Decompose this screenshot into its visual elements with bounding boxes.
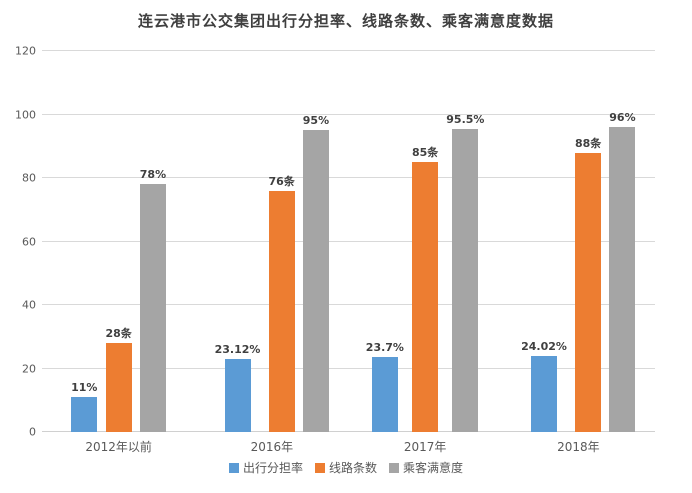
bar-value-label: 95.5% xyxy=(446,112,485,126)
y-tick-label-60: 60 xyxy=(22,235,36,248)
bar-出行分担率-2017年 xyxy=(371,356,398,432)
bar-col-线路条数-2018年: 88条 xyxy=(575,51,601,432)
legend-marker-icon xyxy=(228,462,239,473)
y-tick-label-80: 80 xyxy=(22,171,36,185)
gridline-20 xyxy=(42,367,655,369)
gridline-120 xyxy=(42,50,655,51)
bar-乘客满意度-2012年以前 xyxy=(139,184,166,432)
x-axis: 2012年以前 2016年 2017年 2018年 xyxy=(42,438,655,455)
bar-出行分担率-2012年以前 xyxy=(71,397,98,432)
bar-col-出行分担率-2017年: 23.7% xyxy=(366,51,404,432)
x-cat-label-2012年以前: 2012年以前 xyxy=(85,440,152,454)
y-tick-label-40: 40 xyxy=(22,298,36,312)
bar-乘客满意度-2016年 xyxy=(302,130,329,432)
bar-value-label: 76条 xyxy=(268,174,295,188)
bar-value-label: 23.12% xyxy=(214,342,261,356)
legend-item-线路条数: 线路条数 xyxy=(314,459,377,476)
bar-col-乘客满意度-2017年: 95.5% xyxy=(446,51,484,432)
legend-marker-icon xyxy=(314,462,325,473)
gridline-40 xyxy=(42,304,655,305)
bar-col-出行分担率-2012年以前: 11% xyxy=(71,51,97,432)
bar-group-2012年以前: 11% 28条 78% xyxy=(42,51,195,432)
legend-label: 出行分担率 xyxy=(242,461,303,475)
legend-label: 乘客满意度 xyxy=(403,461,464,475)
legend-item-出行分担率: 出行分担率 xyxy=(228,459,303,476)
bar-出行分担率-2018年 xyxy=(531,355,558,432)
y-tick-label-120: 120 xyxy=(15,44,36,58)
y-tick-label-20: 20 xyxy=(22,362,36,375)
bar-group-2016年: 23.12% 76条 95% xyxy=(195,51,348,432)
legend-item-乘客满意度: 乘客满意度 xyxy=(389,459,463,476)
bar-col-乘客满意度-2012年以前: 78% xyxy=(140,51,166,432)
bar-value-label: 24.02% xyxy=(521,339,567,353)
y-tick-label-100: 100 xyxy=(15,108,36,121)
bar-value-label: 28条 xyxy=(105,327,132,341)
bar-value-label: 88条 xyxy=(574,136,602,150)
legend-label: 线路条数 xyxy=(328,461,377,475)
bar-value-label: 78% xyxy=(139,168,167,182)
x-cat-label-2017年: 2017年 xyxy=(403,440,447,454)
y-tick-label-0: 0 xyxy=(29,425,36,439)
bar-group-2017年: 23.7% 85条 95.5% xyxy=(349,51,502,432)
bar-线路条数-2016年 xyxy=(268,190,295,432)
bar-group-2018年: 24.02% 88条 96% xyxy=(502,51,655,432)
x-cat-label-2016年: 2016年 xyxy=(250,440,294,454)
bar-乘客满意度-2018年 xyxy=(609,127,636,432)
bar-col-线路条数-2016年: 76条 xyxy=(268,51,295,432)
bar-col-线路条数-2017年: 85条 xyxy=(412,51,438,432)
bar-col-乘客满意度-2018年: 96% xyxy=(609,51,636,432)
bar-出行分担率-2016年 xyxy=(224,358,251,432)
bar-col-线路条数-2012年以前: 28条 xyxy=(105,51,132,432)
bar-col-出行分担率-2018年: 24.02% xyxy=(521,51,567,432)
bar-线路条数-2017年 xyxy=(412,162,439,432)
bar-value-label: 95% xyxy=(302,114,330,128)
gridline-0 xyxy=(42,431,655,432)
bar-col-乘客满意度-2016年: 95% xyxy=(303,51,329,432)
gridline-60 xyxy=(42,240,655,242)
gridline-80 xyxy=(42,177,655,178)
plot-area: 11% 28条 78% 23.12% 76条 95% 23.7% 85条 95.5% 24.02%… xyxy=(42,50,655,432)
bar-value-label: 96% xyxy=(609,111,636,125)
bar-value-label: 85条 xyxy=(411,146,439,160)
bar-col-出行分担率-2016年: 23.12% xyxy=(214,51,261,432)
bar-线路条数-2018年 xyxy=(575,152,602,432)
bar-groups: 11% 28条 78% 23.12% 76条 95% 23.7% 85条 95.5% 24.02%… xyxy=(42,51,655,432)
bar-value-label: 11% xyxy=(71,380,98,394)
chart-title: 连云港市公交集团出行分担率、线路条数、乘客满意度数据 xyxy=(137,12,554,30)
legend: 出行分担率 线路条数 乘客满意度 xyxy=(0,459,692,476)
bar-乘客满意度-2017年 xyxy=(452,128,479,432)
bar-value-label: 23.7% xyxy=(365,340,404,354)
bar-线路条数-2012年以前 xyxy=(105,343,132,432)
y-axis: 0 20 40 60 80 100 120 xyxy=(0,46,36,438)
x-cat-label-2018年: 2018年 xyxy=(557,440,600,454)
legend-marker-icon xyxy=(389,462,399,473)
gridline-100 xyxy=(42,113,655,115)
